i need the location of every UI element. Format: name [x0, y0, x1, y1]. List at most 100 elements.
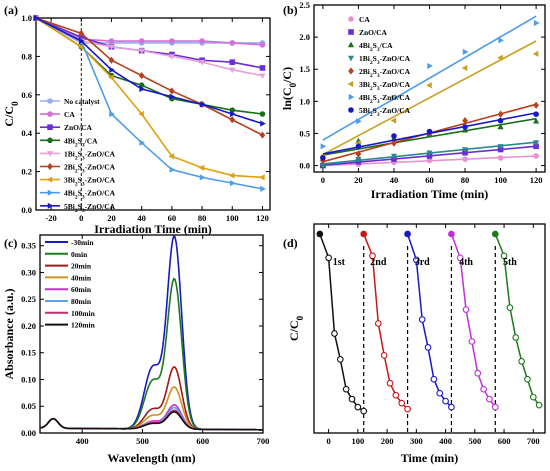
legend-label: 2Bi2S3-ZnO/CA: [64, 163, 116, 175]
y-tick-label: 0.0: [21, 205, 32, 215]
legend-label: 60min: [71, 285, 92, 294]
data-point: [533, 101, 539, 109]
plot-frame: [313, 223, 546, 434]
data-point: [229, 59, 236, 65]
panel-c: 400 500 600 700 0.00 0.05 0.10 0.15 0.20 0.25 0.30…: [2, 234, 269, 465]
data-point: [168, 153, 175, 160]
legend-label: ZnO/CA: [64, 123, 93, 132]
panel-b: 0 20 40 60 80 100 120 0.0 0.5 1.0 1.5 2.0 2.5(b) Irra…: [280, 0, 546, 201]
legend-marker: [348, 93, 355, 101]
data-point: [108, 56, 115, 64]
legend-label: 4Bi2S3-ZnO/CA: [64, 189, 116, 201]
data-point: [259, 65, 266, 71]
cycle-2: [404, 230, 455, 411]
data-point: [404, 405, 411, 413]
cycle-0: [316, 230, 368, 415]
data-point: [390, 117, 397, 124]
series-line: [35, 17, 263, 46]
x-tick-label: 120: [530, 175, 543, 185]
y-tick-label: 0.00: [21, 428, 36, 438]
data-point: [426, 82, 432, 89]
series-line: [35, 17, 263, 136]
data-point: [426, 150, 433, 157]
x-tick-label: 700: [527, 436, 540, 446]
data-point: [497, 110, 504, 118]
data-point: [390, 153, 398, 160]
data-point: [462, 124, 468, 130]
x-tick-label: 300: [410, 436, 423, 446]
data-point: [316, 230, 324, 238]
cycle-label: 3rd: [415, 257, 430, 268]
data-point: [391, 95, 398, 102]
x-axis-title: Wavelength (nm): [107, 451, 195, 465]
legend-a: No catalyst CA ZnO/CA 4Bi2S3/CA1Bi2S3-ZnO/C…: [40, 97, 116, 214]
panel-a: -20 0 20 40 60 80 100 120 0.0 0.2 0.4 0.6 0.8 1.0(a) I…: [2, 3, 271, 236]
y-axis-title: C/C0: [287, 315, 305, 341]
x-tick-label: 600: [196, 436, 209, 446]
legend-marker: [47, 98, 53, 104]
series-5: [39, 406, 264, 431]
legend-c: -30min 0min 20min 40min 60min 80min 100min 120m…: [45, 238, 96, 330]
data-point: [260, 185, 266, 192]
data-point: [474, 369, 482, 377]
data-point: [436, 389, 444, 397]
panel-letter-d: (d): [283, 236, 298, 250]
data-point: [380, 352, 388, 359]
data-point: [427, 62, 433, 70]
data-point: [426, 128, 433, 135]
data-point: [355, 156, 362, 163]
plot-frame: [39, 234, 264, 434]
data-point: [199, 38, 205, 44]
y-axis-title: C/C0: [2, 101, 20, 127]
data-point: [169, 87, 175, 95]
legend-label: 100min: [71, 309, 96, 318]
x-tick-label: 400: [439, 436, 452, 446]
data-point: [325, 254, 332, 262]
data-point: [78, 29, 85, 37]
x-tick-label: 100: [226, 213, 239, 223]
data-point: [462, 306, 470, 313]
x-tick-label: 40: [137, 213, 146, 223]
data-point: [497, 123, 504, 130]
x-tick-label: 600: [498, 436, 511, 446]
data-point: [497, 54, 503, 61]
spectrum-line: [39, 406, 264, 431]
data-point: [108, 74, 114, 81]
legend-label: 1Bi2S3-ZnO/CA: [64, 149, 116, 161]
data-point: [228, 172, 235, 179]
x-axis-title: Time (min): [401, 451, 458, 465]
data-point: [448, 230, 455, 238]
legend-label: 4Bi2S3-ZnO/CA: [359, 93, 411, 105]
y-tick-label: 1.5: [299, 64, 310, 74]
data-point: [512, 334, 520, 341]
x-tick-label: 0: [321, 175, 325, 185]
data-point: [198, 59, 206, 66]
series-line: [35, 17, 263, 77]
data-point: [109, 110, 115, 118]
data-point: [497, 155, 504, 161]
data-point: [138, 110, 144, 118]
data-point: [524, 375, 531, 383]
data-point: [506, 304, 514, 311]
x-tick-label: 80: [198, 213, 207, 223]
cycle-4: [491, 230, 543, 409]
cycle-label: 1st: [333, 257, 346, 268]
series-7: [33, 14, 266, 192]
data-point: [259, 111, 266, 117]
cycle-line: [494, 233, 540, 406]
data-point: [391, 139, 397, 147]
plot-frame: [35, 17, 271, 211]
y-tick-label: 0.30: [21, 267, 36, 277]
x-tick-label: 20: [107, 213, 116, 223]
x-tick-label: 500: [468, 436, 481, 446]
data-point: [320, 143, 327, 150]
legend-label: 2Bi2S3-ZnO/CA: [359, 67, 411, 79]
series-5: [319, 40, 539, 160]
y-tick-label: 0.20: [21, 321, 36, 331]
cycle-1: [360, 230, 411, 413]
y-tick-label: 1.0: [299, 96, 310, 106]
data-point: [418, 316, 426, 323]
data-point: [518, 357, 525, 365]
y-tick-label: 2.0: [299, 32, 310, 42]
data-point: [497, 117, 504, 124]
